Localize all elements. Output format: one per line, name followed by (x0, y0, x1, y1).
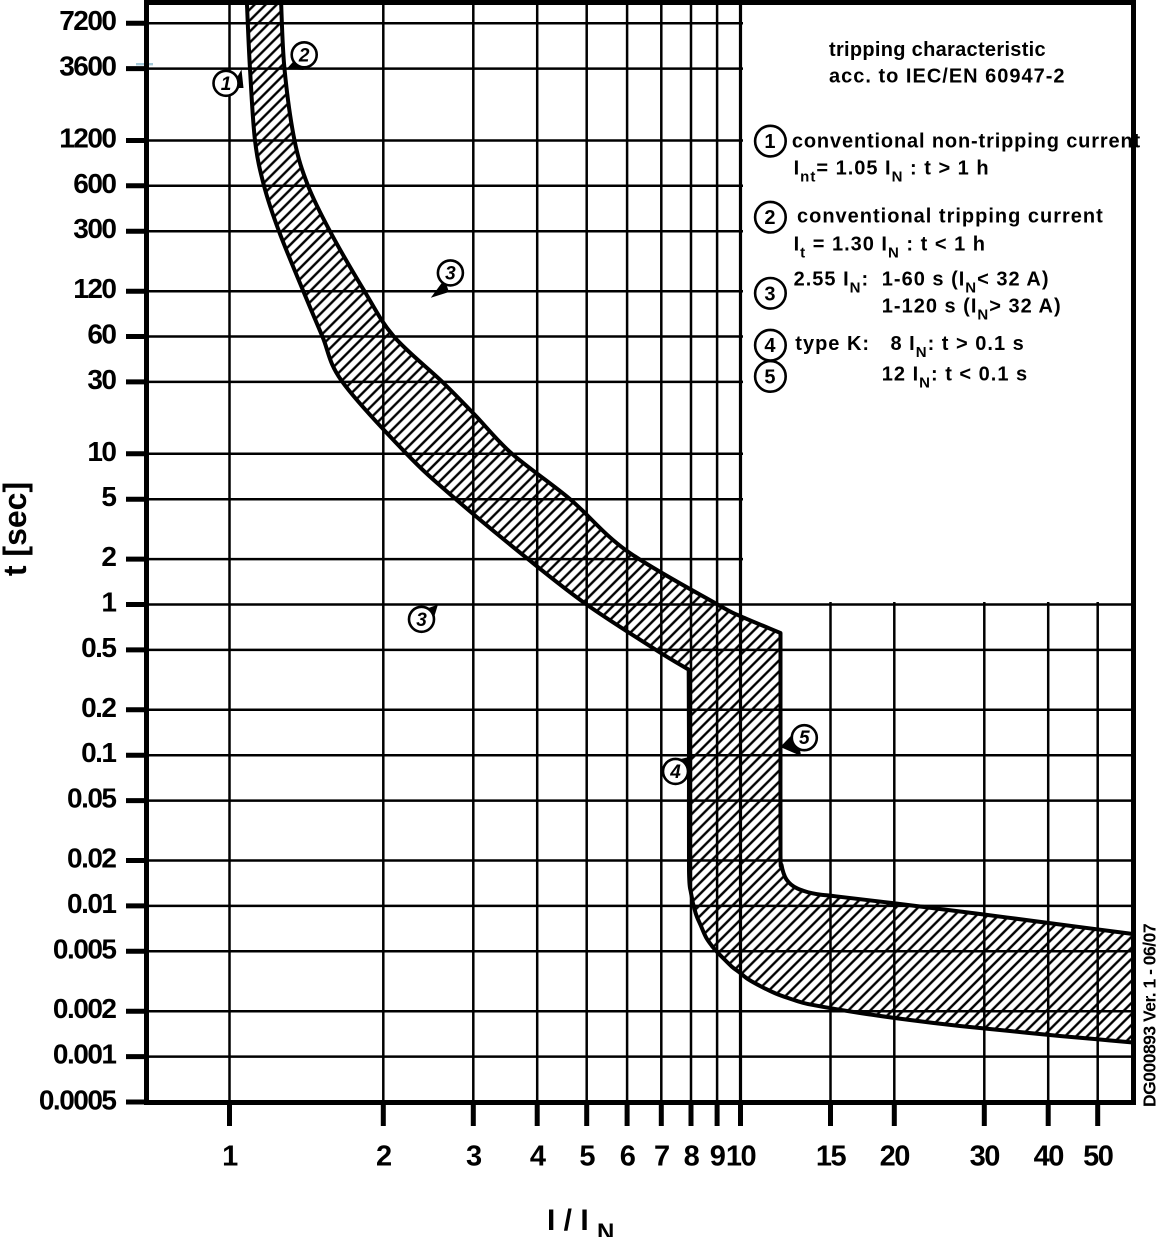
svg-text:1: 1 (222, 1141, 238, 1173)
svg-text:7200: 7200 (59, 5, 116, 36)
svg-text:acc. to IEC/EN 60947-2: acc. to IEC/EN 60947-2 (829, 66, 1066, 88)
svg-text:600: 600 (73, 168, 116, 199)
svg-text:15: 15 (816, 1141, 847, 1173)
svg-text:30: 30 (87, 364, 116, 395)
svg-text:40: 40 (1034, 1141, 1064, 1173)
svg-text:5: 5 (764, 366, 776, 388)
svg-text:30: 30 (970, 1141, 1000, 1173)
svg-text:2: 2 (298, 45, 310, 66)
svg-text:1: 1 (764, 131, 776, 153)
svg-text:conventional non-tripping curr: conventional non-tripping current (792, 131, 1141, 153)
svg-text:6: 6 (620, 1141, 636, 1173)
svg-text:2: 2 (101, 541, 116, 572)
svg-text:7: 7 (654, 1141, 669, 1173)
svg-text:1: 1 (221, 74, 232, 95)
svg-text:tripping characteristic: tripping characteristic (829, 39, 1046, 61)
svg-text:0.0005: 0.0005 (39, 1085, 117, 1116)
svg-text:10: 10 (87, 436, 116, 467)
svg-text:60: 60 (87, 319, 116, 350)
svg-text:2: 2 (376, 1141, 391, 1173)
svg-text:10: 10 (726, 1141, 756, 1173)
svg-text:0.02: 0.02 (67, 843, 116, 874)
svg-text:8: 8 (684, 1141, 700, 1173)
svg-text:t [sec]: t [sec] (0, 482, 33, 576)
svg-text:50: 50 (1083, 1141, 1113, 1173)
svg-text:DG000893 Ver. 1 - 06/07: DG000893 Ver. 1 - 06/07 (1140, 924, 1156, 1107)
svg-text:4: 4 (764, 335, 776, 357)
svg-text:0.1: 0.1 (81, 737, 116, 768)
svg-text:3: 3 (416, 610, 427, 631)
svg-text:3: 3 (466, 1141, 482, 1173)
svg-text:conventional tripping current: conventional tripping current (797, 206, 1104, 228)
svg-text:5: 5 (579, 1141, 595, 1173)
svg-text:0.001: 0.001 (53, 1039, 116, 1070)
svg-text:3600: 3600 (59, 51, 116, 82)
svg-text:1200: 1200 (59, 123, 116, 154)
svg-text:0.05: 0.05 (67, 783, 116, 814)
svg-text:0.01: 0.01 (67, 888, 116, 919)
svg-text:300: 300 (73, 213, 116, 244)
svg-text:0.5: 0.5 (81, 632, 116, 663)
svg-text:2: 2 (764, 207, 776, 229)
svg-text:0.2: 0.2 (81, 692, 116, 723)
svg-text:4: 4 (669, 762, 681, 783)
svg-text:9: 9 (710, 1141, 726, 1173)
svg-text:4: 4 (530, 1141, 546, 1173)
svg-text:0.005: 0.005 (53, 933, 116, 964)
svg-text:0.002: 0.002 (53, 993, 116, 1024)
svg-text:3: 3 (764, 283, 776, 305)
svg-text:3: 3 (445, 263, 456, 284)
svg-text:120: 120 (73, 273, 116, 304)
svg-text:type K:: type K: (795, 333, 870, 355)
svg-text:20: 20 (880, 1141, 910, 1173)
svg-text:5: 5 (101, 481, 116, 512)
svg-text:5: 5 (799, 728, 810, 749)
svg-text:1: 1 (101, 587, 116, 618)
